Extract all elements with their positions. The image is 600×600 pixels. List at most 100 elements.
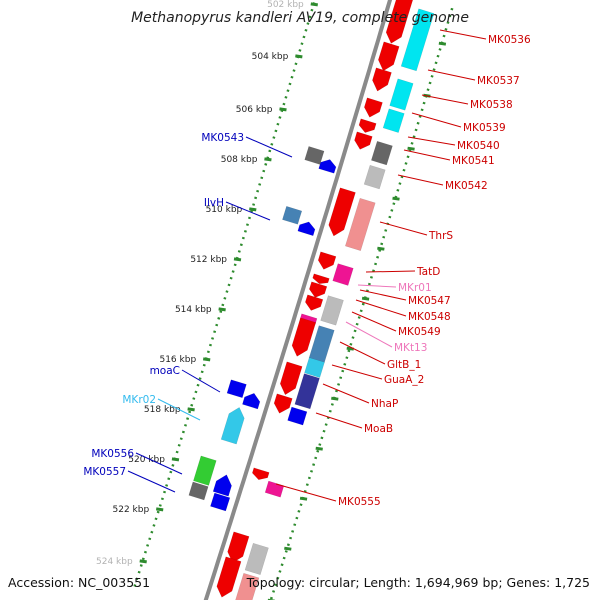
gene-block	[305, 294, 324, 311]
gene-block	[210, 492, 231, 512]
gene-block	[354, 131, 373, 150]
feature-label: MK0538	[470, 99, 513, 111]
gene-block	[188, 481, 209, 501]
feature-label: GuaA_2	[384, 374, 424, 386]
gene-block	[372, 67, 392, 92]
feature-label: TatD	[416, 266, 440, 278]
gene-block	[297, 221, 316, 237]
scale-tick	[284, 546, 292, 551]
scale-tick	[249, 207, 257, 212]
leader-line	[427, 69, 476, 81]
leader-line	[411, 112, 462, 128]
tick-label: 502 kbp	[267, 0, 304, 10]
tick-label: 518 kbp	[144, 405, 181, 415]
scale-tick	[310, 2, 318, 7]
topology-text: Topology: circular; Length: 1,694,969 bp…	[246, 575, 590, 590]
scale-tick	[295, 54, 303, 59]
tick-label: 510 kbp	[206, 205, 243, 215]
gene-block	[291, 317, 317, 357]
gene-block	[328, 187, 356, 237]
scale-tick	[187, 407, 195, 412]
leader-line	[365, 270, 416, 273]
gene-block	[364, 97, 383, 118]
scale-tick	[392, 196, 400, 201]
gene-block	[235, 572, 260, 600]
gene-block	[242, 392, 261, 410]
leader-line	[331, 364, 383, 380]
feature-label: MKr02	[122, 394, 156, 406]
scale-tick	[139, 559, 147, 564]
gene-block	[244, 542, 269, 576]
feature-label: NhaP	[371, 398, 398, 410]
gene-block	[318, 159, 337, 174]
gene-block	[227, 531, 250, 564]
feature-label: MK0539	[463, 122, 506, 134]
scale-tick	[202, 357, 211, 362]
gene-block	[193, 455, 217, 486]
tick-label: 524 kbp	[96, 557, 133, 567]
scale-tick	[438, 41, 447, 46]
gene-block	[344, 197, 376, 252]
gene-block	[385, 0, 414, 44]
scale-tick	[264, 157, 272, 162]
feature-label: MK0543	[201, 132, 244, 144]
gene-block	[252, 467, 270, 480]
scale-tick	[233, 257, 242, 262]
feature-label: MK0549	[398, 326, 441, 338]
leader-line	[359, 289, 407, 301]
scale-tick	[218, 307, 226, 312]
scale-tick	[299, 496, 308, 501]
feature-label: MK0557	[83, 466, 126, 478]
map-title: Methanopyrus kandleri AV19, complete gen…	[131, 10, 469, 26]
leader-line	[322, 383, 370, 404]
leader-line	[407, 136, 456, 146]
scale-tick	[331, 396, 339, 401]
tick-label: 514 kbp	[175, 305, 212, 315]
gene-block	[358, 118, 377, 133]
gene-block	[304, 357, 325, 378]
leader-line	[127, 470, 176, 493]
tick-label: 520 kbp	[128, 455, 165, 465]
scale-tick	[315, 446, 323, 451]
scale-dots-left	[132, 0, 317, 590]
leader-line	[135, 452, 183, 475]
leader-line	[397, 174, 444, 186]
feature-label: MKt13	[394, 342, 427, 354]
backbone-line	[203, 0, 393, 600]
scale-dots-right	[269, 7, 454, 600]
gene-block	[287, 406, 308, 426]
leader-line	[225, 201, 271, 221]
feature-label: MK0547	[408, 295, 451, 307]
leader-line	[355, 299, 407, 317]
scale-tick	[279, 107, 287, 112]
feature-label: MK0537	[477, 75, 520, 87]
gene-block	[320, 295, 344, 326]
leader-line	[345, 321, 393, 348]
gene-block	[400, 8, 435, 72]
leader-line	[403, 149, 451, 161]
gene-block	[389, 78, 414, 111]
tick-label: 504 kbp	[252, 52, 289, 62]
gene-block	[220, 407, 245, 445]
feature-label: MK0540	[457, 140, 500, 152]
feature-label: MKr01	[398, 282, 432, 294]
feature-label: MK0536	[488, 34, 531, 46]
feature-label: GltB_1	[387, 359, 421, 371]
feature-label: ThrS	[428, 230, 453, 242]
gene-block	[273, 393, 293, 414]
scale-tick	[171, 457, 180, 462]
feature-label: MK0542	[445, 180, 488, 192]
leader-line	[157, 398, 201, 421]
gene-block	[304, 146, 325, 165]
leader-line	[275, 483, 337, 502]
accession-text: Accession: NC_003551	[8, 575, 151, 590]
gene-block	[382, 108, 405, 133]
leader-line	[439, 29, 487, 40]
gene-block	[216, 556, 242, 598]
leader-line	[181, 369, 221, 393]
scale-tick	[155, 507, 164, 512]
feature-label: MK0555	[338, 496, 381, 508]
gene-block	[282, 205, 303, 225]
tick-label: 512 kbp	[190, 255, 227, 265]
gene-block	[332, 263, 354, 286]
